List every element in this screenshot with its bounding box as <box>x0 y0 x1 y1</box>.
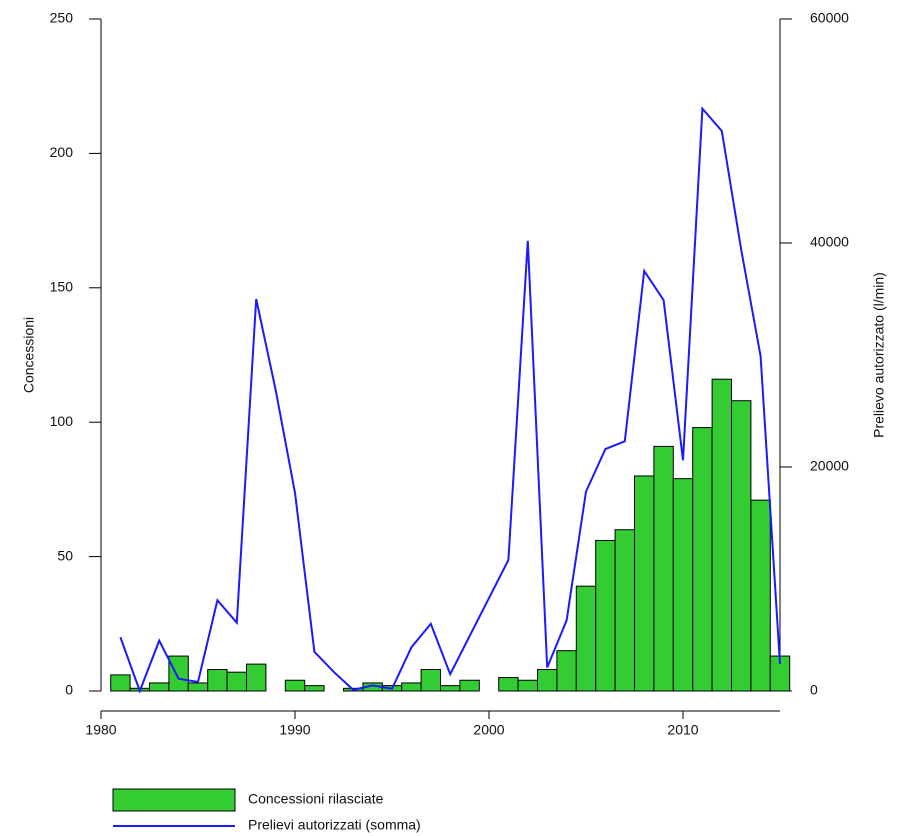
x-tick-label: 1990 <box>279 722 310 738</box>
y2-tick-label: 0 <box>810 682 818 698</box>
bar <box>517 679 538 692</box>
bar <box>110 674 131 692</box>
bar <box>207 668 228 692</box>
y2-tick-label: 60000 <box>810 10 849 26</box>
bar <box>420 668 442 692</box>
legend-label: Concessioni rilasciate <box>248 791 384 807</box>
bar <box>614 529 635 692</box>
bar <box>401 682 422 692</box>
y-tick-label: 150 <box>50 279 74 295</box>
bar <box>284 679 306 692</box>
y-tick-label: 200 <box>50 144 74 160</box>
bar <box>653 445 674 692</box>
bar <box>575 585 597 692</box>
x-tick-label: 1980 <box>85 722 116 738</box>
bar <box>595 539 616 692</box>
bar <box>692 427 713 692</box>
bar <box>634 475 655 692</box>
y2-tick-label: 20000 <box>810 458 849 474</box>
legend-label: Prelievi autorizzati (somma) <box>248 817 421 833</box>
bar <box>672 478 694 692</box>
bar <box>731 400 752 692</box>
bar <box>556 650 577 692</box>
y-tick-label: 0 <box>65 682 73 698</box>
bar <box>711 378 732 692</box>
line <box>119 106 781 694</box>
y-tick-label: 100 <box>50 413 74 429</box>
y-tick-label: 50 <box>57 547 73 563</box>
x-tick-label: 2010 <box>667 722 698 738</box>
bar <box>750 499 771 692</box>
y-axis-label: Concessioni <box>21 317 37 393</box>
bar <box>187 682 209 692</box>
bar <box>226 671 248 692</box>
bar <box>246 663 267 692</box>
x-tick-label: 2000 <box>473 722 504 738</box>
bar <box>304 685 325 692</box>
bar <box>537 668 558 692</box>
bar <box>168 655 189 692</box>
bar <box>440 685 461 692</box>
y2-axis-label: Prelievo autorizzato (l/min) <box>871 272 887 438</box>
bar <box>498 677 519 692</box>
bar <box>459 679 480 692</box>
y-tick-label: 250 <box>50 10 74 26</box>
y2-tick-label: 40000 <box>810 234 849 250</box>
legend-swatch <box>112 788 236 812</box>
bar <box>149 682 170 692</box>
